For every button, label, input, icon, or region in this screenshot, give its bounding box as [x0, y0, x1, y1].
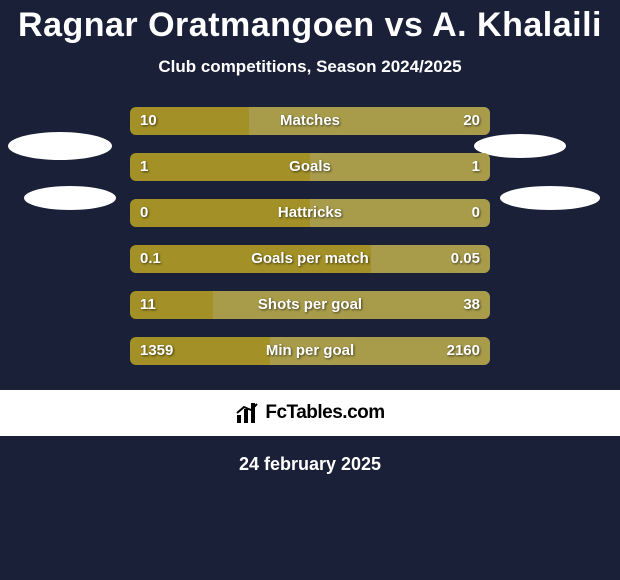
- subtitle: Club competitions, Season 2024/2025: [158, 57, 461, 77]
- stat-label: Goals: [289, 153, 331, 181]
- stat-row-matches: 10 Matches 20: [130, 107, 490, 135]
- stat-left-value: 10: [140, 107, 157, 135]
- ellipse-left-1: [8, 132, 112, 160]
- stat-right-value: 1: [472, 153, 480, 181]
- stat-label: Hattricks: [278, 199, 342, 227]
- stat-row-spg: 11 Shots per goal 38: [130, 291, 490, 319]
- stat-left-value: 1: [140, 153, 148, 181]
- content-wrapper: Ragnar Oratmangoen vs A. Khalaili Club c…: [0, 0, 620, 580]
- bar-right: [310, 153, 490, 181]
- ellipse-left-2: [24, 186, 116, 210]
- stat-left-value: 1359: [140, 337, 173, 365]
- stat-left-value: 0: [140, 199, 148, 227]
- ellipse-right-2: [500, 186, 600, 210]
- stats-container: 10 Matches 20 1 Goals 1 0 Hattricks 0: [130, 107, 490, 365]
- stat-label: Min per goal: [266, 337, 354, 365]
- stat-right-value: 0: [472, 199, 480, 227]
- stat-label: Shots per goal: [258, 291, 362, 319]
- chart-icon: [235, 403, 259, 423]
- stat-right-value: 38: [463, 291, 480, 319]
- stat-left-value: 11: [140, 291, 156, 319]
- stat-row-mpg: 1359 Min per goal 2160: [130, 337, 490, 365]
- stat-right-value: 0.05: [451, 245, 480, 273]
- logo-box: FcTables.com: [0, 390, 620, 436]
- stat-row-gpm: 0.1 Goals per match 0.05: [130, 245, 490, 273]
- stat-right-value: 20: [463, 107, 480, 135]
- stat-label: Goals per match: [251, 245, 369, 273]
- bar-left: [130, 153, 310, 181]
- chart-area: 10 Matches 20 1 Goals 1 0 Hattricks 0: [0, 107, 620, 475]
- stat-row-hattricks: 0 Hattricks 0: [130, 199, 490, 227]
- stat-left-value: 0.1: [140, 245, 161, 273]
- date-text: 24 february 2025: [0, 454, 620, 475]
- stat-row-goals: 1 Goals 1: [130, 153, 490, 181]
- stat-label: Matches: [280, 107, 340, 135]
- page-title: Ragnar Oratmangoen vs A. Khalaili: [18, 6, 602, 45]
- stat-right-value: 2160: [447, 337, 480, 365]
- logo-text: FcTables.com: [265, 402, 384, 424]
